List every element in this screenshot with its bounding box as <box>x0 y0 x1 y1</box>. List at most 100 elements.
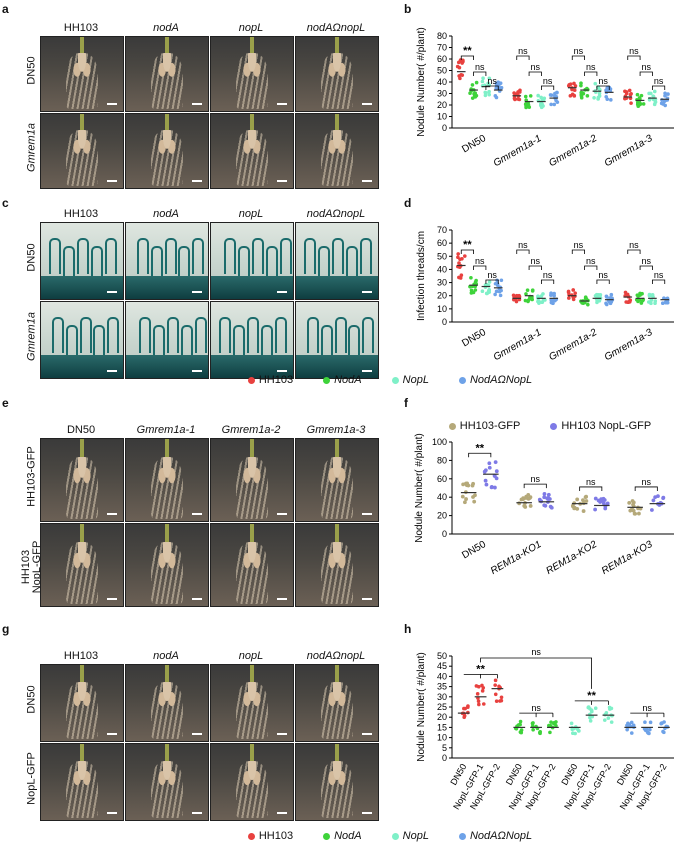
data-point <box>653 495 658 500</box>
y-tick-label: 20 <box>437 100 447 110</box>
data-point <box>515 97 520 101</box>
data-point <box>457 275 461 280</box>
data-point <box>572 88 577 93</box>
significance-bracket <box>574 700 609 705</box>
data-point <box>494 289 499 294</box>
panel_a-photo <box>295 36 379 112</box>
data-point <box>483 478 488 483</box>
significance-bracket <box>485 279 499 284</box>
data-point <box>593 706 598 710</box>
data-point <box>487 461 492 466</box>
data-point <box>629 731 634 735</box>
data-point <box>472 93 477 98</box>
scale-bar <box>277 812 287 814</box>
significance-bracket <box>627 249 641 254</box>
data-point <box>592 96 596 100</box>
scale-bar <box>107 370 117 372</box>
y-tick-label: 5 <box>442 743 447 753</box>
data-point <box>555 90 559 95</box>
scale-bar <box>192 370 202 372</box>
legend-h-dot <box>247 832 255 840</box>
data-point <box>458 76 462 81</box>
y-tick-label: 10 <box>437 112 447 122</box>
data-point <box>542 503 547 508</box>
panel_a-photo <box>295 113 379 189</box>
data-point <box>538 729 543 734</box>
data-point <box>659 721 664 725</box>
y-axis-label: Nodule Number( #/plant) <box>414 433 425 543</box>
data-point <box>481 76 485 80</box>
legend-cd-item: NopL <box>391 372 429 388</box>
scale-bar <box>107 598 117 600</box>
data-point <box>480 683 484 688</box>
y-tick-label: 30 <box>437 692 447 702</box>
data-point <box>494 699 499 703</box>
legend-f-label: HH103 NopL-GFP <box>561 420 652 432</box>
significance-label: ns <box>487 270 497 280</box>
data-point <box>653 299 658 303</box>
data-point <box>606 716 611 720</box>
scale-bar <box>192 598 202 600</box>
data-point <box>555 100 560 104</box>
data-point <box>463 254 467 258</box>
data-point <box>480 289 485 294</box>
legend-h-dot <box>391 832 399 840</box>
data-point <box>487 89 491 94</box>
significance-bracket <box>584 265 598 270</box>
panel-letter-c: c <box>2 196 9 210</box>
significance-bracket <box>652 85 666 90</box>
panel_g-column-header: nodA <box>153 650 179 662</box>
panel_g-photo <box>40 664 124 742</box>
panel_a-photo <box>125 113 209 189</box>
panel_c-photo <box>295 222 379 300</box>
x-group-label: REM1a-KO3 <box>600 539 655 577</box>
significance-bracket <box>627 55 641 60</box>
data-point <box>457 261 461 265</box>
significance-bracket <box>523 483 547 489</box>
data-point <box>459 273 464 278</box>
scale-bar <box>192 513 202 515</box>
significance-label: ns <box>574 46 584 56</box>
significance-bracket <box>541 85 555 90</box>
data-point <box>607 705 612 710</box>
data-point <box>548 504 553 509</box>
legend-f-label: HH103-GFP <box>459 420 521 432</box>
panel_a-photo <box>125 36 209 112</box>
legend-cd-item: NodAΩNopL <box>458 372 532 388</box>
legend-h-dot <box>458 832 466 840</box>
panel_e-column-header: Gmrem1a-1 <box>136 424 196 436</box>
data-point <box>460 256 464 261</box>
data-point <box>608 301 613 306</box>
data-point <box>597 91 602 96</box>
data-point <box>649 298 654 302</box>
y-tick-label: 0 <box>442 753 447 763</box>
data-point <box>528 94 533 98</box>
data-point <box>462 706 466 711</box>
y-tick-label: 0 <box>442 317 447 327</box>
data-point <box>462 500 467 505</box>
significance-label: ns <box>629 46 639 56</box>
data-point <box>524 292 528 296</box>
data-point <box>629 92 633 96</box>
significance-label: ns <box>598 270 608 280</box>
panel-letter-g: g <box>2 622 10 636</box>
data-point <box>497 684 501 689</box>
panel_e-photo <box>40 438 124 522</box>
data-point <box>497 289 502 294</box>
data-point <box>606 298 611 303</box>
significance-bracket <box>541 279 555 284</box>
significance-label: ns <box>586 256 596 266</box>
legend-cd-item: NodA <box>323 372 362 388</box>
panel_c-photo <box>40 301 124 379</box>
significance-bracket <box>480 657 592 689</box>
data-point <box>631 508 636 513</box>
scale-bar <box>107 733 117 735</box>
data-point <box>605 295 609 299</box>
legend-cd-label: NodA <box>334 374 362 386</box>
data-point <box>542 495 547 500</box>
panel_e-row-label: HH103-GFP <box>25 446 38 507</box>
data-point <box>660 98 664 102</box>
data-point <box>461 482 466 487</box>
data-point <box>549 102 553 107</box>
legend-f-item: HH103-GFP <box>448 418 521 434</box>
